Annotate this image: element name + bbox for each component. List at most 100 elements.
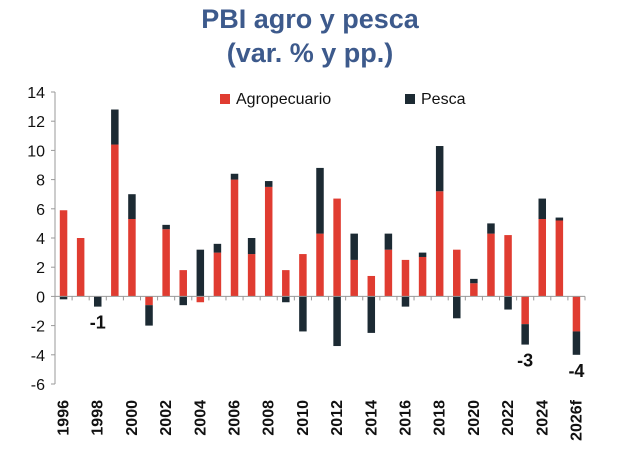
x-tick-label: 2018 — [432, 400, 449, 436]
bar-agropecuario-2023 — [521, 296, 529, 325]
bar-pesca-2019 — [453, 296, 461, 319]
y-tick-label: -6 — [31, 377, 45, 394]
bar-agropecuario-2026f — [572, 296, 581, 332]
legend: Agropecuario Pesca — [220, 91, 466, 108]
bar-agropecuario-2017 — [418, 256, 427, 297]
bar-agropecuario-2022 — [504, 235, 512, 297]
y-tick-label: -2 — [31, 319, 45, 336]
bar-pesca-2005 — [213, 243, 222, 253]
bar-agropecuario-2005 — [213, 252, 222, 297]
x-tick-label: 2022 — [500, 400, 517, 436]
x-tick-label: 2004 — [192, 400, 209, 436]
bar-agropecuario-2013 — [350, 259, 358, 297]
bar-pesca-2020 — [470, 278, 478, 284]
bar-agropecuario-2019 — [453, 249, 461, 297]
y-tick-label: 2 — [36, 260, 45, 277]
bar-pesca-2013 — [350, 233, 358, 260]
bar-agropecuario-2014 — [367, 275, 376, 297]
bar-pesca-2003 — [179, 296, 187, 306]
annotations: -1 -3 -4 — [90, 313, 585, 381]
x-tick-label: 2002 — [158, 400, 175, 436]
bar-pesca-2016 — [401, 296, 410, 307]
bar-agropecuario-2011 — [316, 233, 324, 297]
bar-pesca-2008 — [264, 181, 273, 187]
y-axis: -6 -4 -2 0 2 4 6 8 10 12 14 — [27, 85, 56, 394]
bar-pesca-1996 — [59, 296, 68, 300]
x-tick-label: 1998 — [90, 400, 107, 436]
bar-agropecuario-1997 — [76, 238, 85, 297]
bar-pesca-2017 — [418, 252, 427, 257]
annotation-2023: -3 — [517, 351, 533, 371]
bar-pesca-1998 — [93, 296, 102, 307]
bar-pesca-2022 — [504, 296, 512, 310]
y-tick-label: 4 — [36, 231, 45, 248]
bar-agropecuario-2020 — [470, 283, 478, 297]
bar-agropecuario-2009 — [282, 270, 290, 297]
bar-pesca-2012 — [333, 296, 341, 347]
legend-label-pesca: Pesca — [421, 91, 466, 108]
bar-pesca-2025 — [555, 217, 564, 221]
y-tick-label: 8 — [36, 173, 45, 190]
y-tick-label: -4 — [31, 348, 45, 365]
x-tick-label: 2026f — [568, 399, 585, 441]
bar-agropecuario-2016 — [401, 259, 410, 297]
bar-pesca-2004 — [196, 249, 205, 297]
bar-pesca-2010 — [299, 296, 307, 332]
x-axis: 1996 1998 2000 2002 2004 2006 2008 2010 2012 2014… — [54, 295, 586, 441]
bar-pesca-2001 — [145, 305, 153, 326]
y-tick-label: 0 — [36, 289, 45, 306]
bar-pesca-2021 — [487, 223, 495, 234]
annotation-1998: -1 — [90, 313, 106, 333]
chart-title-line-1: PBI agro y pesca — [201, 4, 420, 34]
y-tick-label: 12 — [27, 114, 45, 131]
bar-pesca-2000 — [128, 194, 136, 220]
bar-agropecuario-2001 — [145, 296, 153, 306]
bar-pesca-2014 — [367, 296, 376, 333]
x-tick-label: 2010 — [295, 400, 312, 436]
bars — [59, 109, 581, 355]
x-tick-label: 2024 — [534, 400, 551, 436]
annotation-2026f: -4 — [568, 361, 584, 381]
y-tick-label: 6 — [36, 202, 45, 219]
x-tick-label: 2012 — [329, 400, 346, 436]
bar-agropecuario-2024 — [538, 219, 547, 297]
bar-agropecuario-2002 — [162, 229, 170, 297]
x-tick-label: 2014 — [363, 400, 380, 436]
bar-pesca-2006 — [230, 173, 239, 180]
x-tick-label: 2008 — [261, 400, 278, 436]
bar-pesca-2007 — [247, 238, 256, 255]
bar-agropecuario-2015 — [384, 249, 393, 297]
bar-pesca-2009 — [282, 296, 290, 303]
bar-pesca-2002 — [162, 224, 170, 230]
y-tick-label: 14 — [27, 85, 45, 102]
bar-agropecuario-2006 — [230, 179, 239, 297]
legend-swatch-pesca — [405, 94, 415, 104]
bar-pesca-1999 — [111, 109, 119, 145]
chart-title-line-2: (var. % y pp.) — [227, 38, 394, 68]
bar-pesca-2024 — [538, 198, 547, 220]
x-tick-label: 2006 — [227, 400, 244, 436]
bar-pesca-2026f — [572, 331, 581, 355]
bar-agropecuario-2007 — [247, 254, 256, 297]
bar-agropecuario-1996 — [59, 210, 68, 297]
bar-agropecuario-2025 — [555, 220, 564, 297]
bar-agropecuario-2018 — [435, 191, 444, 297]
bar-agropecuario-2008 — [264, 186, 273, 297]
bar-agropecuario-1999 — [111, 144, 119, 297]
bar-pesca-2023 — [521, 324, 529, 345]
bar-pesca-2018 — [435, 146, 444, 192]
bar-agropecuario-2012 — [333, 198, 341, 297]
x-tick-label: 1996 — [56, 400, 73, 436]
x-tick-label: 2000 — [124, 400, 141, 436]
y-tick-label: 10 — [27, 143, 45, 160]
bar-agropecuario-2004 — [196, 296, 205, 303]
bar-agropecuario-2021 — [487, 233, 495, 297]
legend-swatch-agropecuario — [220, 94, 230, 104]
bar-pesca-2015 — [384, 233, 393, 250]
bar-pesca-2011 — [316, 167, 324, 234]
x-tick-label: 2016 — [397, 400, 414, 436]
bar-agropecuario-2010 — [299, 254, 307, 297]
bar-agropecuario-2003 — [179, 270, 187, 297]
